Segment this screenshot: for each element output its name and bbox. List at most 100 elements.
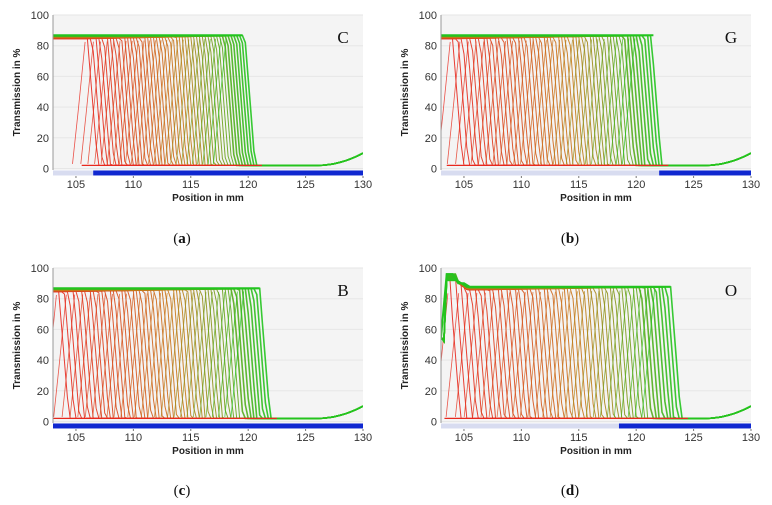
transmission-curve-return xyxy=(591,39,605,164)
transmission-curve-return xyxy=(94,41,108,164)
x-tick-label: 120 xyxy=(627,179,645,191)
y-tick-label: 40 xyxy=(37,102,49,114)
transmission-curve-return xyxy=(542,291,556,417)
transmission-curve-return xyxy=(127,293,141,417)
transmission-curve-return xyxy=(584,39,599,164)
transmission-curve-return xyxy=(512,292,526,417)
transmission-curve-return xyxy=(100,41,115,164)
transmission-curve-return xyxy=(446,41,461,164)
transmission-curve-return xyxy=(478,41,492,164)
x-axis-label: Position in mm xyxy=(560,193,632,204)
y-tick-label: 0 xyxy=(431,416,437,428)
x-tick-label: 105 xyxy=(67,432,85,444)
transmission-curves xyxy=(53,287,363,420)
transmission-curve-return xyxy=(213,38,227,164)
x-tick-label: 125 xyxy=(296,432,314,444)
position-bar-light xyxy=(53,170,94,176)
position-bar xyxy=(618,423,751,429)
transmission-curve-return xyxy=(230,291,244,417)
y-tick-label: 100 xyxy=(31,10,49,22)
y-tick-label: 60 xyxy=(425,71,437,83)
transmission-curve-return xyxy=(175,39,190,164)
transmission-curve-return xyxy=(488,292,503,417)
transmission-curve-return xyxy=(609,38,624,164)
transmission-curve-return xyxy=(197,38,211,164)
transmission-curve-return xyxy=(496,292,511,417)
position-bar xyxy=(93,170,364,176)
y-tick-label: 0 xyxy=(43,416,49,428)
transmission-curve-return xyxy=(80,41,94,164)
transmission-curve-return xyxy=(224,291,238,417)
transmission-curve-return xyxy=(142,40,156,164)
transmission-curve-return xyxy=(154,292,168,417)
transmission-curve-return xyxy=(72,41,86,164)
transmission-curve-return xyxy=(130,40,145,164)
position-bar xyxy=(659,170,751,176)
transmission-curve-return xyxy=(120,293,134,417)
transmission-curve-return xyxy=(470,41,485,164)
transmission-curve-return xyxy=(167,292,181,417)
transmission-curve-return xyxy=(622,38,636,164)
transmission-curve-return xyxy=(578,291,593,417)
y-tick-label: 80 xyxy=(37,294,49,306)
transmission-curves xyxy=(441,273,751,420)
transmission-curve-return xyxy=(607,290,621,417)
transmission-curve-return xyxy=(92,294,106,417)
x-tick-label: 105 xyxy=(455,179,473,191)
panel-caption: (a) xyxy=(173,231,191,247)
transmission-curve-return xyxy=(615,38,630,164)
x-axis-label: Position in mm xyxy=(172,446,244,457)
transmission-curve-return xyxy=(53,294,57,334)
transmission-curve-return xyxy=(191,39,206,164)
transmission-curve-return xyxy=(540,40,554,164)
x-tick-label: 115 xyxy=(570,179,588,191)
transmission-curve-return xyxy=(627,290,642,417)
transmission-curve-return xyxy=(592,290,607,417)
transmission-curve-return xyxy=(119,40,133,164)
transmission-curve-return xyxy=(445,293,460,417)
transmission-curve-return xyxy=(205,291,219,417)
transmission-curve-return xyxy=(463,41,477,164)
y-tick-label: 20 xyxy=(37,133,49,145)
transmission-curve-return xyxy=(520,40,534,164)
x-tick-label: 120 xyxy=(239,179,257,191)
transmission-curve-return xyxy=(455,293,469,417)
transmission-curve-return xyxy=(553,39,567,164)
transmission-curve-return xyxy=(173,292,188,417)
transmission-curve-return xyxy=(147,293,161,417)
transmission-curve-return xyxy=(546,39,560,164)
panel-label: C xyxy=(337,28,348,47)
y-tick-label: 80 xyxy=(425,41,437,53)
chart-panel-c: 0 20 40 60 80 100 105 110 115 120 125 130 Position i… xyxy=(12,263,372,499)
x-tick-label: 110 xyxy=(513,432,531,444)
panel-label: B xyxy=(337,281,348,300)
transmission-curve-return xyxy=(193,292,207,417)
transmission-curve-return xyxy=(61,294,76,417)
x-tick-label: 115 xyxy=(182,432,200,444)
transmission-curve-return xyxy=(463,292,478,417)
y-tick-label: 100 xyxy=(419,10,437,22)
chart-panel-b: 0 20 40 60 80 100 105 110 115 120 125 130 Position i… xyxy=(400,10,760,247)
position-bar xyxy=(53,423,363,429)
transmission-curve-return xyxy=(564,291,578,417)
y-tick-label: 60 xyxy=(37,324,49,336)
transmission-curve-return xyxy=(159,39,173,164)
y-tick-label: 40 xyxy=(425,102,437,114)
x-tick-label: 115 xyxy=(182,179,200,191)
transmission-curve-return xyxy=(202,38,216,164)
transmission-curve-return xyxy=(160,292,175,417)
y-tick-label: 40 xyxy=(425,355,437,367)
x-tick-label: 125 xyxy=(684,179,702,191)
transmission-curve-return xyxy=(526,40,541,164)
transmission-curve-return xyxy=(164,39,179,164)
transmission-curve-return xyxy=(485,41,499,164)
panel-label: G xyxy=(725,28,737,47)
transmission-curve-return xyxy=(87,41,101,164)
panel-caption: (c) xyxy=(174,483,191,499)
transmission-curve-return xyxy=(535,291,549,417)
transmission-curve-return xyxy=(218,291,232,417)
transmission-curve-return xyxy=(565,39,580,164)
transmission-curve-return xyxy=(519,292,534,417)
transmission-curve-return xyxy=(620,290,635,417)
chart-panel-d: 0 20 40 60 80 100 105 110 115 120 125 130 Position i… xyxy=(400,263,760,499)
